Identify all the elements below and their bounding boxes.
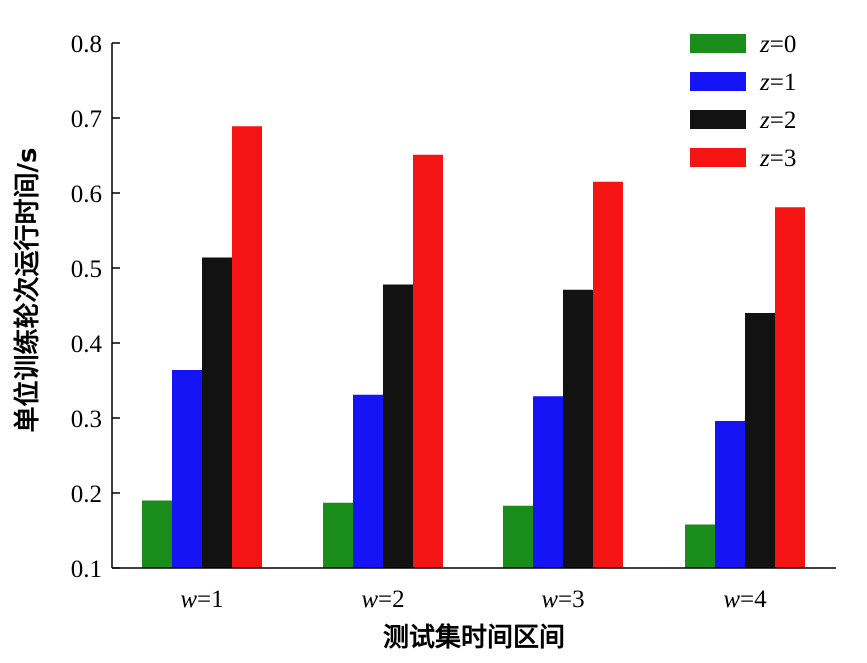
y-tick-label: 0.2 — [71, 481, 102, 508]
bar-z1-w2 — [353, 394, 383, 568]
y-tick-label: 0.1 — [71, 556, 102, 583]
bar-z0-w4 — [685, 524, 715, 568]
x-tick-label: w=1 — [180, 586, 223, 613]
y-tick-label: 0.3 — [71, 406, 102, 433]
bar-z3-w1 — [232, 126, 262, 568]
bar-z0-w1 — [142, 500, 172, 568]
bar-z3-w2 — [413, 154, 443, 568]
bar-z3-w3 — [593, 181, 623, 568]
x-axis-label: 测试集时间区间 — [383, 622, 565, 653]
bar-z2-w4 — [745, 313, 775, 568]
legend-entry-label: z=2 — [759, 107, 796, 134]
legend-entry-label: z=3 — [759, 145, 796, 172]
y-tick-label: 0.5 — [71, 256, 102, 283]
legend-swatch — [690, 110, 746, 129]
legend: z=0 z=1 z=2 z=3 — [690, 31, 796, 172]
bar-z0-w3 — [503, 505, 533, 568]
legend-swatch — [690, 34, 746, 53]
bar-z1-w1 — [172, 370, 202, 568]
y-tick-label: 0.4 — [71, 331, 103, 358]
legend-entry-label: z=0 — [759, 31, 796, 58]
legend-swatch — [690, 72, 746, 91]
axes-group — [111, 43, 836, 569]
y-ticks-group: 0.1 0.2 0.3 0.4 0.5 0.6 0.7 0.8 — [71, 31, 120, 583]
bar-z1-w3 — [533, 396, 563, 568]
bar-z3-w4 — [775, 207, 805, 568]
x-tick-label: w=3 — [541, 586, 584, 613]
x-tick-label: w=4 — [723, 586, 767, 613]
legend-swatch — [690, 148, 746, 167]
bar-z2-w1 — [202, 257, 232, 568]
x-tick-label: w=2 — [361, 586, 404, 613]
y-tick-label: 0.6 — [71, 181, 102, 208]
legend-entry-label: z=1 — [759, 69, 796, 96]
bar-z0-w2 — [323, 502, 353, 568]
x-ticks-group: w=1 w=2 w=3 w=4 — [180, 586, 767, 613]
bars-group — [142, 126, 805, 568]
y-axis-label: 单位训练轮次运行时间/s — [12, 148, 43, 433]
bar-z2-w3 — [563, 289, 593, 568]
bar-z1-w4 — [715, 421, 745, 568]
bar-z2-w2 — [383, 284, 413, 568]
y-tick-label: 0.7 — [71, 106, 102, 133]
y-tick-label: 0.8 — [71, 31, 102, 58]
